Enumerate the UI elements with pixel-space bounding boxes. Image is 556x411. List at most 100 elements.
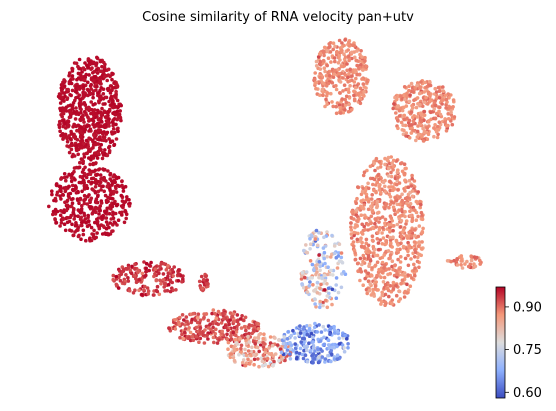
scatter-point: [338, 105, 342, 110]
scatter-point: [417, 240, 422, 244]
scatter-point: [412, 240, 417, 244]
scatter-point: [426, 132, 431, 136]
scatter-point: [338, 80, 343, 84]
scatter-point: [410, 173, 414, 178]
scatter-point: [335, 353, 340, 358]
scatter-point: [388, 271, 393, 276]
scatter-point: [373, 217, 378, 221]
scatter-point: [114, 137, 119, 141]
scatter-point: [88, 162, 92, 167]
scatter-point: [127, 198, 131, 202]
scatter-point: [73, 184, 78, 188]
scatter-point: [97, 148, 102, 153]
scatter-point: [372, 161, 377, 166]
scatter-point: [398, 297, 403, 301]
scatter-point: [379, 190, 383, 195]
scatter-point: [419, 202, 423, 207]
scatter-point: [243, 363, 247, 368]
scatter-point: [106, 67, 111, 72]
scatter-point: [389, 155, 394, 159]
scatter-point: [208, 322, 212, 327]
scatter-point: [253, 336, 257, 340]
scatter-point: [82, 184, 87, 188]
scatter-point: [94, 200, 98, 205]
scatter-point: [70, 183, 75, 188]
scatter-point: [112, 143, 116, 147]
scatter-point: [111, 99, 115, 103]
scatter-point: [247, 340, 252, 344]
scatter-point: [411, 119, 416, 124]
scatter-point: [294, 350, 299, 355]
scatter-point: [244, 353, 249, 358]
scatter-point: [337, 251, 341, 255]
scatter-point: [88, 238, 92, 243]
scatter-point: [109, 217, 113, 221]
scatter-point: [314, 228, 319, 233]
scatter-point: [375, 202, 379, 207]
scatter-point: [79, 76, 84, 80]
scatter-point: [122, 281, 127, 286]
scatter-point: [334, 104, 339, 109]
scatter-point: [101, 92, 106, 96]
scatter-point: [277, 337, 281, 342]
scatter-point: [298, 346, 303, 351]
scatter-point: [403, 97, 407, 102]
scatter-point: [279, 354, 283, 359]
scatter-point: [73, 117, 78, 121]
scatter-point: [410, 218, 415, 222]
scatter-point: [110, 105, 114, 109]
scatter-point: [131, 291, 136, 295]
scatter-point: [244, 361, 249, 365]
scatter-point: [102, 177, 106, 181]
scatter-point: [255, 357, 260, 361]
scatter-point: [100, 215, 105, 220]
scatter-point: [110, 196, 114, 201]
scatter-point: [322, 335, 326, 340]
scatter-point: [89, 91, 93, 96]
scatter-point: [399, 120, 404, 125]
scatter-point: [87, 129, 91, 133]
scatter-point: [337, 259, 342, 264]
scatter-point: [317, 355, 321, 359]
scatter-point: [117, 269, 122, 273]
scatter-point: [452, 115, 457, 119]
scatter-point: [398, 195, 402, 199]
scatter-point: [313, 237, 318, 241]
scatter-point: [269, 352, 274, 357]
scatter-point: [390, 161, 395, 165]
scatter-point: [123, 200, 128, 204]
scatter-point: [53, 218, 57, 222]
scatter-point: [100, 64, 104, 69]
scatter-point: [235, 342, 240, 346]
scatter-point: [99, 95, 103, 99]
scatter-point: [86, 93, 90, 98]
scatter-point: [98, 204, 103, 208]
scatter-point: [331, 47, 336, 52]
scatter-point: [103, 102, 107, 106]
scatter-point: [168, 278, 173, 282]
scatter-point: [318, 339, 323, 343]
scatter-point: [356, 231, 360, 236]
scatter-point: [100, 232, 105, 236]
scatter-point: [184, 315, 189, 319]
scatter-point: [82, 74, 87, 79]
scatter-point: [363, 55, 367, 60]
scatter-point: [321, 246, 326, 250]
scatter-point: [178, 335, 182, 340]
scatter-point: [302, 344, 307, 349]
scatter-point: [106, 73, 111, 77]
scatter-point: [68, 93, 72, 97]
scatter-point: [405, 116, 409, 120]
scatter-point: [423, 80, 427, 85]
scatter-point: [322, 53, 326, 58]
scatter-point: [399, 106, 403, 110]
scatter-point: [335, 329, 340, 334]
scatter-point: [393, 196, 398, 200]
scatter-point: [79, 237, 83, 241]
scatter-point: [374, 280, 379, 284]
scatter-point: [61, 217, 65, 222]
scatter-point: [455, 257, 459, 262]
scatter-point: [104, 226, 109, 231]
scatter-point: [347, 40, 351, 44]
scatter-point: [164, 268, 169, 272]
